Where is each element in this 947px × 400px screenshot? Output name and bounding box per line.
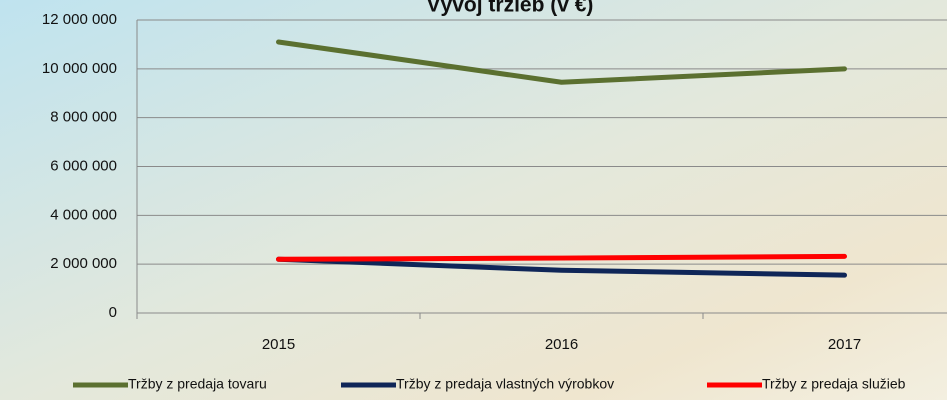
chart-title: Vývoj tržieb (v €) (427, 0, 594, 17)
legend-label: Tržby z predaja vlastných výrobkov (396, 376, 614, 392)
y-tick-label: 0 (109, 304, 117, 321)
y-tick-label: 12 000 000 (42, 11, 117, 28)
y-tick-label: 10 000 000 (42, 60, 117, 77)
y-tick-label: 6 000 000 (50, 157, 117, 174)
legend-label: Tržby z predaja tovaru (128, 376, 267, 392)
x-tick-label: 2017 (828, 336, 861, 353)
x-tick-label: 2016 (545, 336, 578, 353)
x-tick-label: 2015 (262, 336, 295, 353)
y-tick-label: 4 000 000 (50, 206, 117, 223)
legend-label: Tržby z predaja služieb (762, 376, 906, 392)
y-tick-label: 2 000 000 (50, 255, 117, 272)
line-series (276, 39, 847, 85)
line-series (276, 256, 847, 278)
y-tick-label: 8 000 000 (50, 109, 117, 126)
line-series (276, 253, 847, 262)
